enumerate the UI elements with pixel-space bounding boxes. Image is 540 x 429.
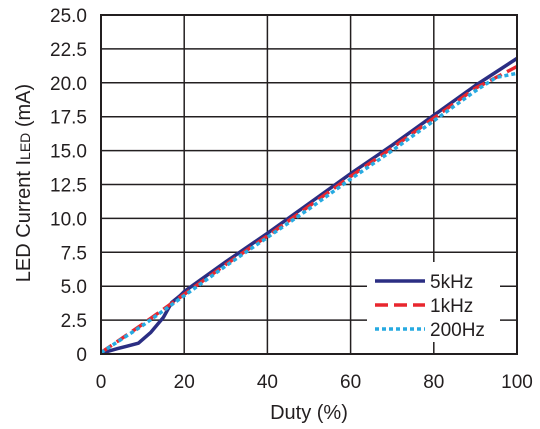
legend-label-1khz: 1kHz [430, 296, 473, 317]
x-tick-label: 60 [340, 372, 361, 393]
plot-frame [100, 14, 518, 355]
x-tick-label: 100 [501, 372, 533, 393]
y-tick-label: 10.0 [50, 209, 87, 230]
y-axis-label-unit: (mA) [13, 84, 35, 133]
y-tick-label: 15.0 [50, 142, 87, 163]
y-tick-label: 17.5 [50, 108, 87, 129]
x-tick-label: 0 [96, 372, 107, 393]
y-axis-label-main: LED Current I [13, 160, 35, 282]
legend-label-200hz: 200Hz [430, 320, 485, 341]
grid [101, 15, 517, 354]
y-tick-label: 25.0 [50, 6, 87, 27]
y-axis-label: LED Current ILED (mA) [13, 84, 35, 282]
tick-labels: 0 20 40 60 80 100 0 2.5 5.0 7.5 10.0 12.5 15.0 17.5 20… [50, 6, 533, 393]
x-tick-label: 40 [257, 372, 278, 393]
y-tick-label: 22.5 [50, 40, 87, 61]
x-tick-label: 80 [423, 372, 444, 393]
y-tick-label: 12.5 [50, 176, 87, 197]
legend: 5kHz 1kHz 200Hz [367, 262, 500, 342]
y-tick-label: 5.0 [61, 277, 87, 298]
y-tick-label: 20.0 [50, 74, 87, 95]
y-tick-label: 0 [76, 345, 87, 366]
y-tick-label: 7.5 [61, 243, 87, 264]
series-line-200hz [100, 71, 518, 355]
series-layer [100, 56, 518, 355]
x-axis-label: Duty (%) [270, 402, 348, 424]
y-axis-label-subscript: LED [17, 133, 33, 160]
y-tick-label: 2.5 [61, 311, 87, 332]
legend-label-5khz: 5kHz [430, 272, 473, 293]
series-line-5khz [100, 56, 518, 355]
x-tick-label: 20 [174, 372, 195, 393]
